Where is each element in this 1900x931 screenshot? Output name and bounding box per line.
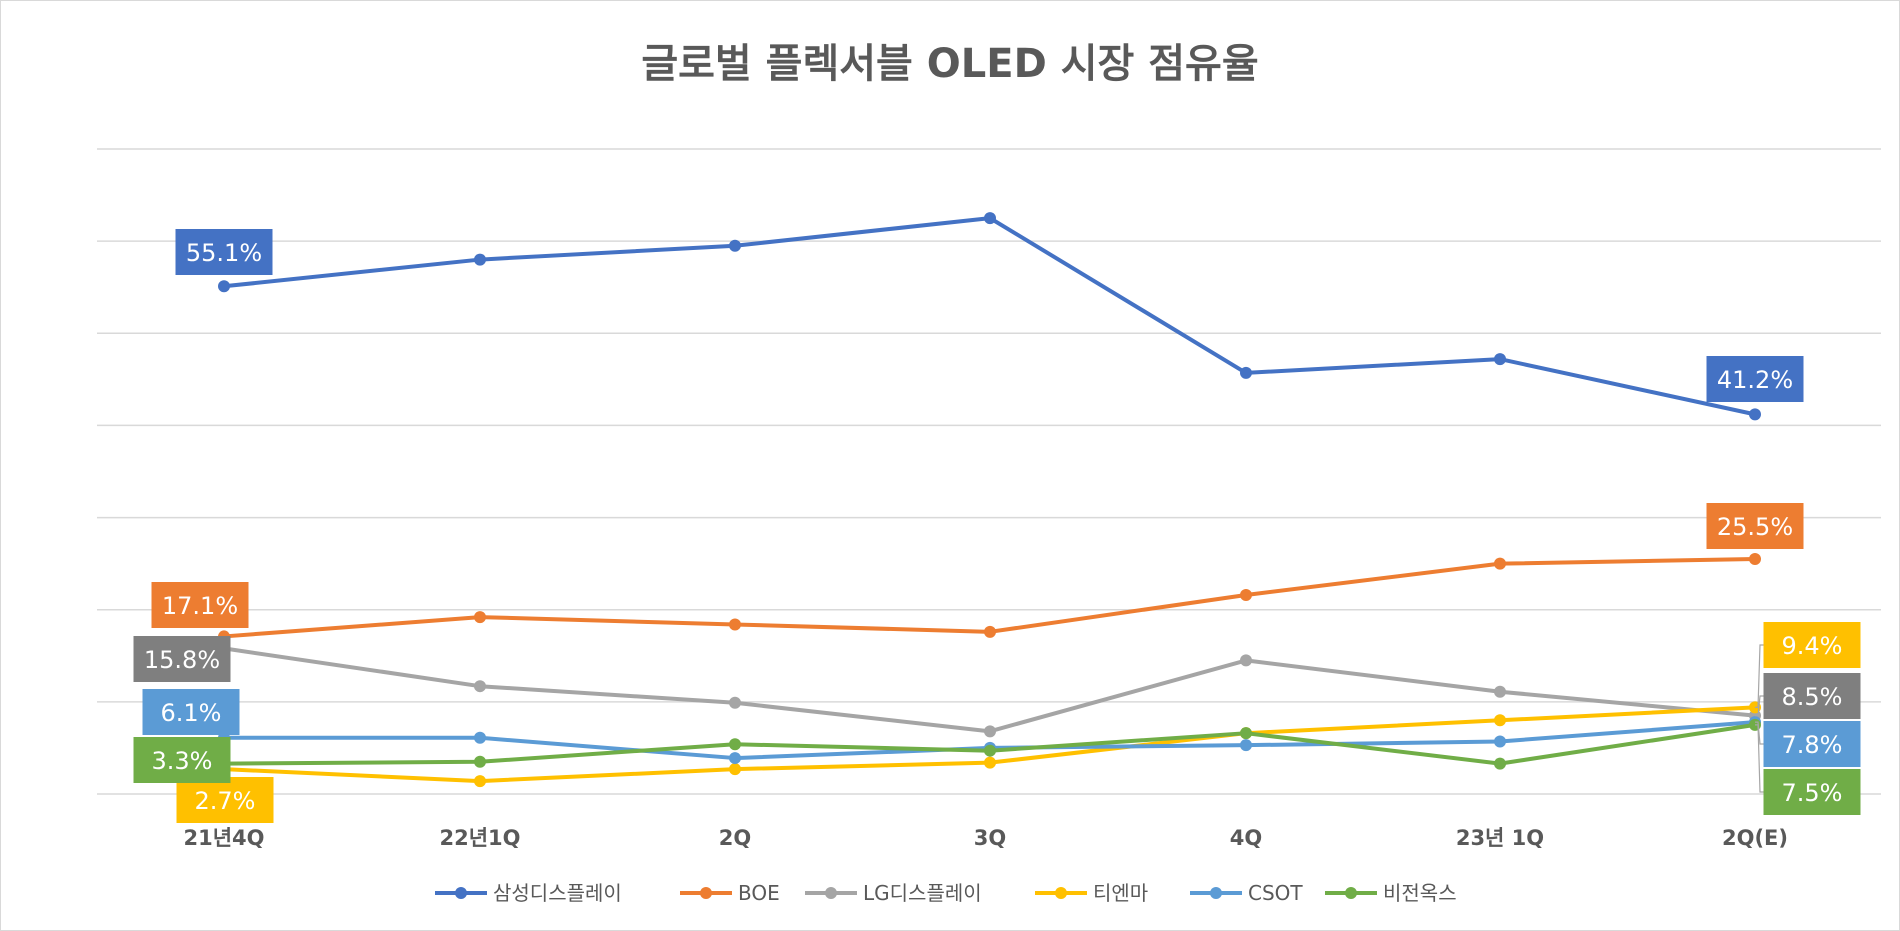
data-point xyxy=(1749,408,1761,421)
legend-marker xyxy=(1210,887,1222,899)
data-point xyxy=(1494,735,1506,748)
legend-marker xyxy=(825,887,837,899)
data-label-box xyxy=(142,689,240,735)
data-point xyxy=(729,752,741,765)
leader-line xyxy=(1755,695,1764,717)
data-label: 6.1% xyxy=(161,699,222,727)
x-tick-label: 3Q xyxy=(974,826,1006,850)
data-label: 7.5% xyxy=(1782,779,1843,807)
data-label-box xyxy=(1706,503,1804,549)
data-label: 3.3% xyxy=(152,747,213,775)
series-lines xyxy=(218,212,1761,788)
data-point xyxy=(729,738,741,751)
data-label-box xyxy=(176,777,274,823)
x-tick-label: 23년 1Q xyxy=(1456,826,1544,850)
series-line xyxy=(223,216,1756,417)
data-label-box xyxy=(133,636,231,682)
legend-marker xyxy=(700,887,712,899)
data-point xyxy=(984,212,996,225)
data-label-box xyxy=(1706,356,1804,402)
data-point xyxy=(1494,714,1506,727)
data-label-box xyxy=(1763,721,1861,767)
legend-label: 삼성디스플레이 xyxy=(493,881,622,905)
data-label: 17.1% xyxy=(162,592,238,620)
data-point xyxy=(474,775,486,788)
data-label-box xyxy=(1763,769,1861,815)
data-point xyxy=(474,680,486,693)
data-label-box xyxy=(133,737,231,783)
x-tick-label: 2Q(E) xyxy=(1722,826,1788,850)
data-point xyxy=(1494,685,1506,698)
data-point xyxy=(474,611,486,624)
legend-label: 티엔마 xyxy=(1093,881,1148,905)
data-label: 8.5% xyxy=(1782,683,1843,711)
leader-line xyxy=(1755,724,1764,793)
data-label-box xyxy=(151,582,249,628)
data-point xyxy=(474,755,486,768)
data-point xyxy=(1240,588,1252,601)
data-label: 25.5% xyxy=(1717,513,1793,541)
data-point xyxy=(218,280,230,293)
legend-marker xyxy=(1345,887,1357,899)
data-point xyxy=(729,696,741,709)
data-point xyxy=(984,725,996,738)
data-point xyxy=(984,625,996,638)
x-tick-label: 22년1Q xyxy=(439,826,520,850)
x-tick-label: 2Q xyxy=(719,826,751,850)
data-point xyxy=(729,618,741,631)
legend-label: BOE xyxy=(738,881,780,905)
series-line xyxy=(223,557,1756,639)
data-label: 7.8% xyxy=(1782,731,1843,759)
x-tick-label: 4Q xyxy=(1230,826,1262,850)
data-point xyxy=(729,763,741,776)
legend-marker xyxy=(1055,887,1067,899)
data-point xyxy=(1749,553,1761,566)
data-point xyxy=(729,239,741,252)
chart-title: 글로벌 플렉서블 OLED 시장 점유율 xyxy=(641,41,1258,87)
data-point xyxy=(1494,353,1506,366)
data-point xyxy=(474,253,486,266)
data-point xyxy=(1240,366,1252,379)
data-label: 9.4% xyxy=(1782,632,1843,660)
data-label: 55.1% xyxy=(186,239,262,267)
data-label-box xyxy=(175,229,273,275)
data-label: 15.8% xyxy=(144,646,220,674)
legend-label: 비전옥스 xyxy=(1383,881,1457,905)
leader-line xyxy=(1755,644,1764,708)
data-point xyxy=(984,756,996,769)
data-point xyxy=(984,744,996,757)
data-label: 41.2% xyxy=(1717,366,1793,394)
legend-label: LG디스플레이 xyxy=(863,881,982,905)
legend: 삼성디스플레이 BOE LG디스플레이 티엔마 CSOT 비전옥스 xyxy=(435,881,1457,905)
data-label: 2.7% xyxy=(195,787,256,815)
data-point xyxy=(474,731,486,744)
data-labels: 55.1% 41.2% 17.1% 25.5% 15.8% 8.5% 2.7% 9.4% 6.1… xyxy=(133,229,1861,823)
leader-line xyxy=(1755,721,1764,745)
data-point xyxy=(1494,557,1506,570)
data-point xyxy=(1494,757,1506,770)
x-axis-ticks: 21년4Q 22년1Q 2Q 3Q 4Q 23년 1Q 2Q(E) xyxy=(183,826,1788,850)
data-label-box xyxy=(1763,622,1861,668)
data-label-box xyxy=(1763,673,1861,719)
gridlines xyxy=(97,148,1881,795)
data-point xyxy=(1240,727,1252,740)
data-point xyxy=(1240,739,1252,752)
x-tick-label: 21년4Q xyxy=(183,826,264,850)
data-point xyxy=(1240,654,1252,667)
legend-label: CSOT xyxy=(1248,881,1303,905)
legend-marker xyxy=(455,887,467,899)
